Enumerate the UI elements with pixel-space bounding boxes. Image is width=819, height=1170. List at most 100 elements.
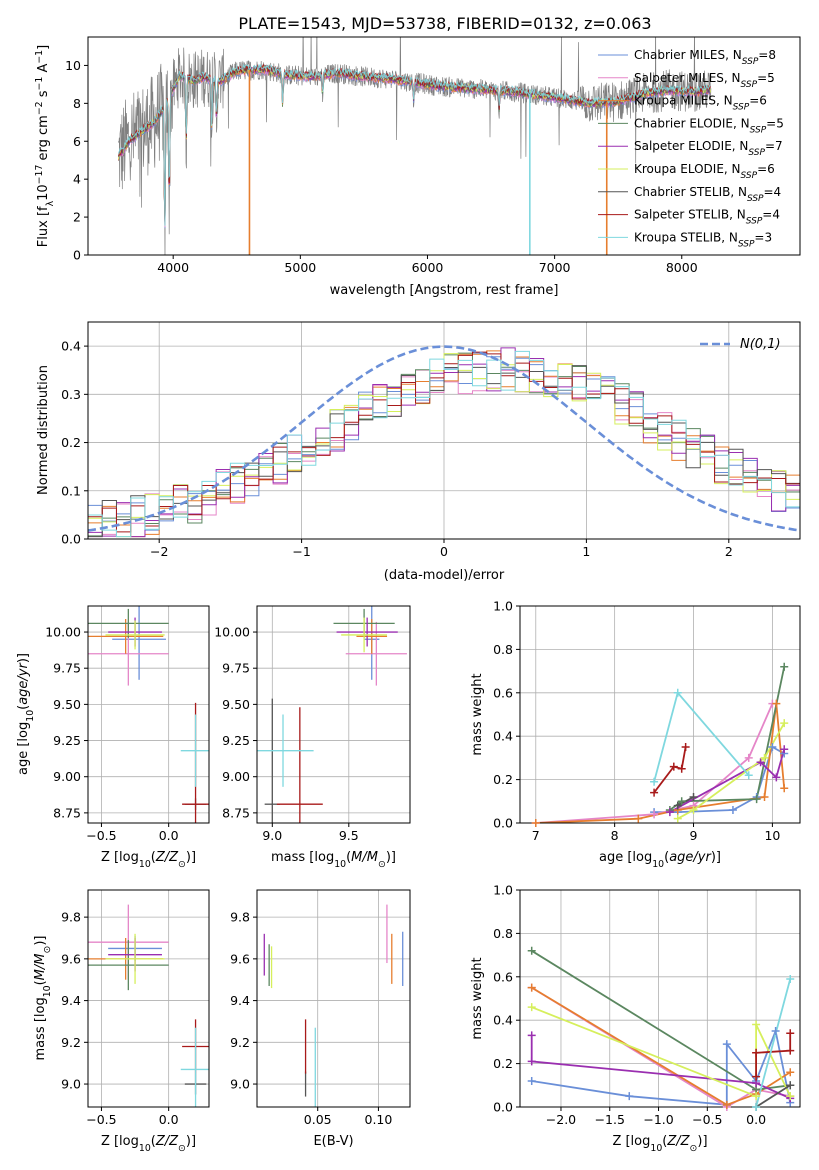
x-axis-label: wavelength [Angstrom, rest frame] xyxy=(330,283,559,298)
y-axis-label: age [log10(age/yr)] xyxy=(16,653,36,775)
weight-marker xyxy=(673,688,682,697)
weight-marker xyxy=(681,743,690,752)
y-tick-label: 0.0 xyxy=(493,1100,513,1115)
weight-line-kroupa-stelib xyxy=(755,978,792,1107)
x-tick-label: 6000 xyxy=(412,260,444,275)
y-tick-label: 9.2 xyxy=(230,1035,250,1050)
y-tick-label: 0.8 xyxy=(493,642,513,657)
weight-marker xyxy=(722,1100,731,1109)
axes-mass-vs-ebv: 0.05 0.10 9.0 9.2 9.4 9.6 9.8 E(B-V) xyxy=(230,889,411,1149)
weight-marker xyxy=(786,1046,795,1055)
x-tick-label: 8000 xyxy=(666,260,698,275)
weight-line-salpeter-stelib xyxy=(755,1033,792,1077)
weight-marker xyxy=(780,745,789,754)
weight-marker xyxy=(728,805,737,814)
y-tick-label: 4 xyxy=(73,172,81,187)
y-tick-label: 1.0 xyxy=(493,883,513,898)
weight-line-salpeter-stelib xyxy=(653,746,687,794)
legend-label: Chabrier STELIB, NSSP=4 xyxy=(634,185,781,204)
y-tick-label: 6 xyxy=(73,134,81,149)
legend-label: N(0,1) xyxy=(740,337,781,352)
weight-marker xyxy=(760,753,769,762)
y-axis-label: Flux [fλ10−17 erg cm−2 s−1 A−1] xyxy=(34,45,56,247)
weight-line-kroupa-elodie xyxy=(677,722,785,820)
legend-label: Salpeter STELIB, NSSP=4 xyxy=(634,208,780,227)
weight-marker xyxy=(786,1081,795,1090)
y-tick-label: 9.00 xyxy=(222,769,250,784)
axes-frame xyxy=(256,605,411,824)
weight-marker xyxy=(786,1029,795,1038)
weight-marker xyxy=(752,1048,761,1057)
y-tick-label: 0.2 xyxy=(61,435,81,450)
plot-area-age-vs-Z xyxy=(88,606,209,823)
weight-marker xyxy=(665,808,674,817)
weight-marker xyxy=(673,801,682,810)
y-tick-label: 0.1 xyxy=(61,483,81,498)
plot-area-age-vs-mass xyxy=(257,606,407,823)
y-tick-label: 9.0 xyxy=(230,1077,250,1092)
weight-marker xyxy=(673,814,682,823)
axes-frame xyxy=(519,605,801,824)
weight-marker xyxy=(527,983,536,992)
x-tick-label: 0.0 xyxy=(159,828,179,843)
x-tick-label: 0.0 xyxy=(159,1112,179,1127)
x-axis-label: age [log10(age/yr)] xyxy=(599,850,721,870)
y-axis-label: mass weight xyxy=(470,957,485,1039)
legend-label: Kroupa ELODIE, NSSP=6 xyxy=(634,162,775,181)
x-tick-label: 9.5 xyxy=(339,828,359,843)
x-tick-label: 4000 xyxy=(157,260,189,275)
axes-frame xyxy=(519,889,801,1108)
weight-marker xyxy=(756,758,765,767)
figure-title: PLATE=1543, MJD=53738, FIBERID=0132, z=0… xyxy=(238,14,651,33)
weight-marker xyxy=(527,946,536,955)
histogram-salpeter-stelib xyxy=(88,351,800,539)
x-axis-label: Z [log10(Z/Z⊙)] xyxy=(101,850,196,870)
plot-area-spectrum xyxy=(118,37,712,255)
y-axis-label: Normed distribution xyxy=(36,365,51,495)
weight-marker xyxy=(768,743,777,752)
weight-marker xyxy=(527,1003,536,1012)
y-tick-label: 9.50 xyxy=(53,697,81,712)
weight-marker xyxy=(744,771,753,780)
histogram-kroupa-stelib xyxy=(88,350,800,539)
y-tick-label: 9.0 xyxy=(61,1077,81,1092)
plot-area-weight-vs-Z xyxy=(530,950,792,1107)
weight-marker xyxy=(527,1076,536,1085)
weight-marker xyxy=(634,814,643,823)
x-tick-label: 2 xyxy=(725,544,733,559)
plot-area-weight-vs-age xyxy=(535,666,786,823)
y-tick-label: 9.25 xyxy=(53,733,81,748)
weight-marker xyxy=(752,1072,761,1081)
y-tick-label: 1.0 xyxy=(493,599,513,614)
y-tick-label: 9.4 xyxy=(61,993,81,1008)
normal-distribution-curve xyxy=(88,345,798,532)
weight-marker xyxy=(669,762,678,771)
weight-line-salpeter-elodie xyxy=(669,748,786,813)
weight-marker xyxy=(689,792,698,801)
axes-age-vs-Z: −0.5 0.0 8.75 9.00 9.25 9.50 9.75 10.00 Z [log10… xyxy=(16,605,210,870)
x-tick-label: 7000 xyxy=(539,260,571,275)
x-tick-label: 7 xyxy=(532,828,540,843)
weight-marker xyxy=(531,819,540,827)
y-tick-label: 0.4 xyxy=(493,729,513,744)
y-tick-label: 10 xyxy=(65,58,81,73)
legend-label: Chabrier MILES, NSSP=8 xyxy=(634,48,776,67)
axes-frame xyxy=(87,36,801,256)
weight-marker xyxy=(780,662,789,671)
y-tick-label: 10.00 xyxy=(214,625,250,640)
y-tick-label: 0.2 xyxy=(493,772,513,787)
x-tick-label: 9 xyxy=(690,828,698,843)
weight-marker xyxy=(786,1068,795,1077)
x-tick-label: −1.0 xyxy=(643,1112,673,1127)
y-tick-label: 9.8 xyxy=(230,910,250,925)
y-tick-label: 9.75 xyxy=(53,661,81,676)
weight-marker xyxy=(752,1092,761,1101)
y-axis-label: mass weight xyxy=(470,673,485,755)
x-tick-label: −1 xyxy=(292,544,310,559)
y-tick-label: 2 xyxy=(73,210,81,225)
weight-marker xyxy=(722,1040,731,1049)
axes-residuals: −2 −1 0 1 2 0.0 0.1 0.2 0.3 0.4 N(0,1) (data-model)… xyxy=(36,321,801,583)
x-axis-label: (data-model)/error xyxy=(384,568,505,583)
weight-line-kroupa-stelib xyxy=(653,690,750,783)
